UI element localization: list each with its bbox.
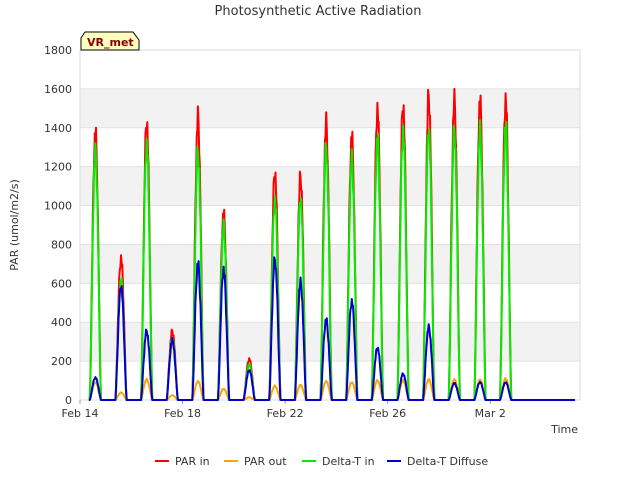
series-line-3	[88, 256, 575, 401]
y-axis-label: PAR (umol/m2/s)	[8, 179, 21, 271]
series-lines	[88, 87, 575, 401]
y-tick-label: 1600	[44, 83, 72, 96]
grid-band	[80, 88, 580, 128]
chart-title: Photosynthetic Active Radiation	[215, 4, 422, 19]
series-line-2	[88, 119, 575, 401]
legend-label: PAR in	[175, 455, 210, 468]
y-tick-label: 1400	[44, 122, 72, 135]
x-tick-label: Feb 14	[62, 407, 99, 420]
y-tick-label: 1200	[44, 161, 72, 174]
legend: PAR in PAR out Delta-T in Delta-T Diffuse	[155, 455, 488, 468]
grid-band	[80, 127, 580, 167]
x-tick-label: Mar 2	[475, 407, 506, 420]
y-tick-label: 400	[51, 316, 72, 329]
y-tick-label: 1800	[44, 44, 72, 57]
x-tick-label: Feb 18	[164, 407, 201, 420]
y-tick-label: 1000	[44, 200, 72, 213]
x-axis-ticks: Feb 14 Feb 18 Feb 22 Feb 26 Mar 2	[62, 400, 506, 420]
x-tick-label: Feb 26	[369, 407, 406, 420]
x-tick-label: Feb 22	[267, 407, 304, 420]
legend-label: Delta-T in	[322, 455, 375, 468]
grid-band	[80, 166, 580, 206]
station-badge: VR_met	[80, 31, 140, 51]
y-tick-label: 200	[51, 355, 72, 368]
y-axis-ticks: 0 200 400 600 800 1000 1200 1400 1600 1800	[44, 44, 72, 407]
plot-frame	[79, 49, 581, 401]
legend-label: PAR out	[244, 455, 287, 468]
y-tick-label: 600	[51, 277, 72, 290]
y-tick-label: 800	[51, 238, 72, 251]
x-axis-label: Time	[550, 423, 578, 436]
legend-label: Delta-T Diffuse	[407, 455, 488, 468]
station-badge-label: VR_met	[87, 36, 134, 49]
station-badge-shape	[80, 31, 140, 51]
grid-band	[80, 50, 580, 89]
y-tick-label: 0	[65, 394, 72, 407]
